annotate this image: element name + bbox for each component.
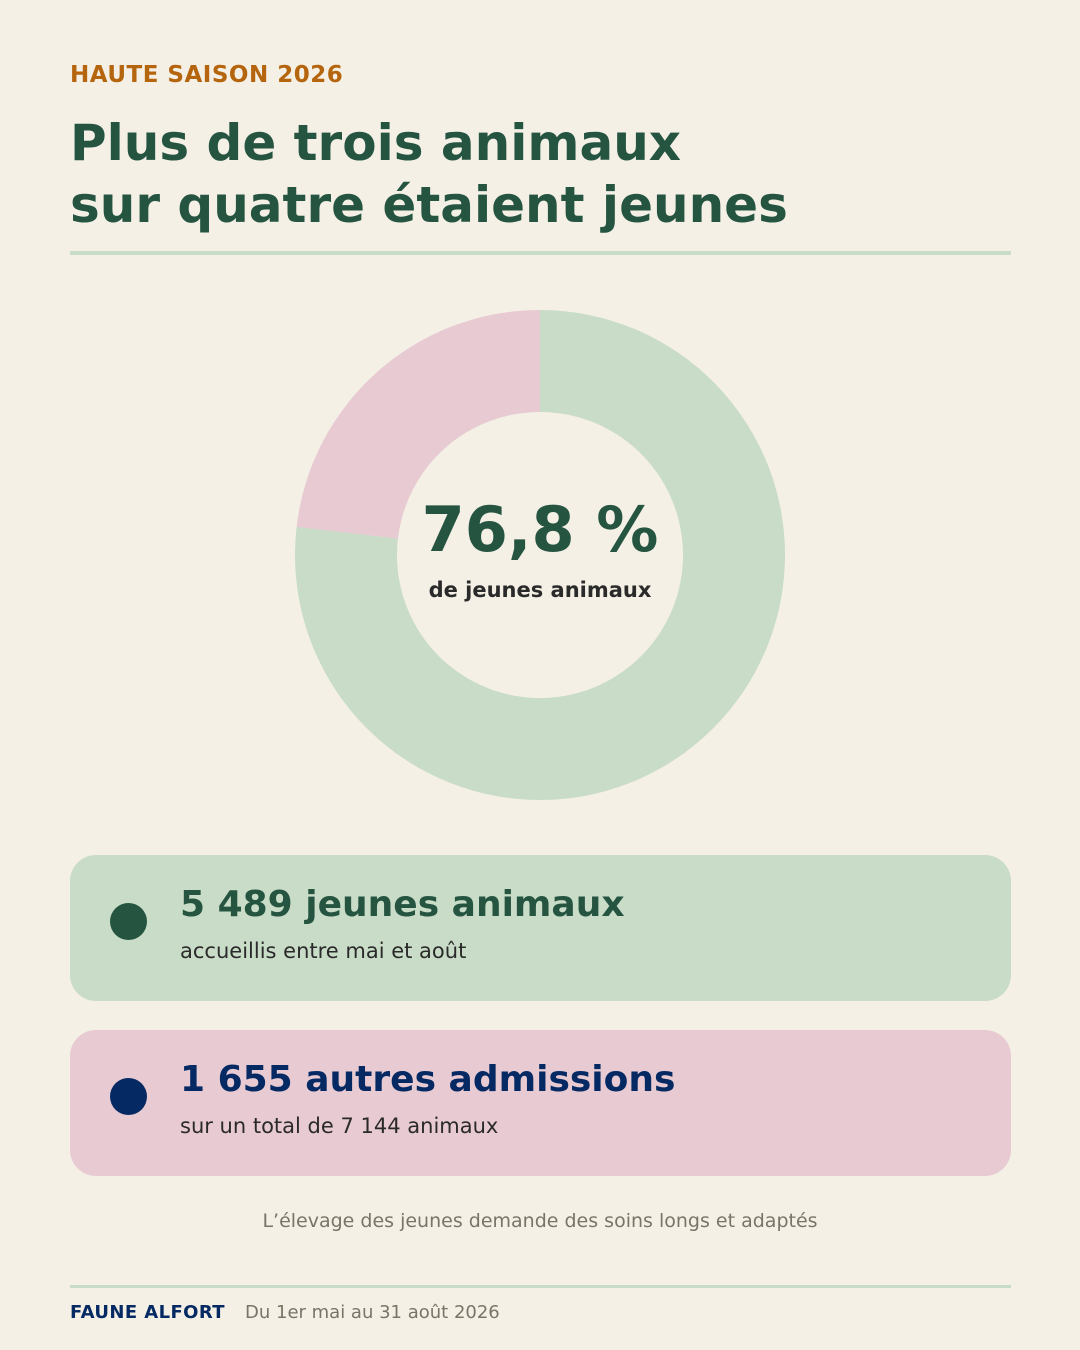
header-divider [70,251,1011,255]
card-other-headline: 1 655 autres admissions [180,1059,676,1100]
title-line-1: Plus de trois animaux [70,114,682,172]
card-young-animals: 5 489 jeunes animaux accueillis entre ma… [70,855,1011,1001]
donut-center-label: de jeunes animaux [428,578,652,602]
donut-slice-young [295,310,785,800]
eyebrow-label: HAUTE SAISON 2026 [70,62,344,88]
brand-name: FAUNE ALFORT [70,1302,225,1323]
card-young-subtext: accueillis entre mai et août [180,939,467,963]
legend-dot-young [110,903,147,940]
date-range: Du 1er mai au 31 août 2026 [245,1302,500,1323]
donut-chart [290,305,790,805]
card-other-admissions: 1 655 autres admissions sur un total de … [70,1030,1011,1176]
donut-svg [295,310,785,800]
title-line-2: sur quatre étaient jeunes [70,176,788,234]
donut-center-value: 76,8 % [421,493,659,566]
page-title: Plus de trois animaux sur quatre étaient… [70,112,1030,236]
card-other-subtext: sur un total de 7 144 animaux [180,1114,499,1138]
donut-slice-other [296,310,540,539]
legend-dot-other [110,1078,147,1115]
card-young-headline: 5 489 jeunes animaux [180,884,625,925]
footnote: L’élevage des jeunes demande des soins l… [262,1210,818,1232]
footer-divider [70,1285,1011,1288]
